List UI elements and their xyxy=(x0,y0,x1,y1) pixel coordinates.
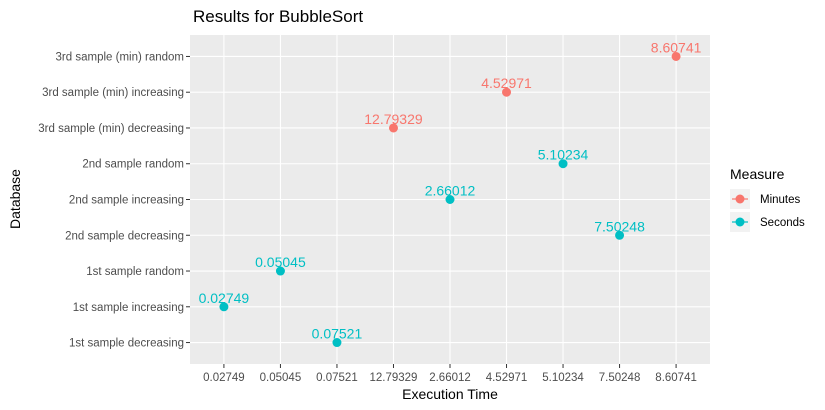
legend-entry-label: Minutes xyxy=(760,194,801,206)
legend-key-point xyxy=(735,194,745,204)
data-point xyxy=(332,338,342,348)
y-tick-label: 2nd sample decreasing xyxy=(65,230,184,242)
y-tick-label: 1st sample decreasing xyxy=(69,338,184,350)
data-points xyxy=(219,51,681,348)
y-tick-label: 2nd sample random xyxy=(82,159,184,171)
legend-title: Measure xyxy=(730,166,785,182)
data-point xyxy=(275,266,285,276)
data-label: 8.60741 xyxy=(651,39,702,55)
x-tick-label: 0.02749 xyxy=(203,372,245,384)
x-axis-ticks: 0.02749 0.05045 0.07521 12.79329 2.66012 4.52… xyxy=(203,364,697,384)
legend: Measure Minutes Seconds xyxy=(730,166,805,232)
x-tick-label: 7.50248 xyxy=(599,372,641,384)
y-tick-label: 2nd sample increasing xyxy=(69,195,184,207)
x-tick-label: 4.52971 xyxy=(486,372,528,384)
x-axis-title: Execution Time xyxy=(402,386,498,402)
data-label: 4.52971 xyxy=(481,75,532,91)
y-tick-label: 3rd sample (min) decreasing xyxy=(38,123,184,135)
data-point xyxy=(615,230,625,240)
y-tick-label: 3rd sample (min) increasing xyxy=(42,87,184,99)
y-axis-ticks: 1st sample decreasing 1st sample increasi… xyxy=(38,51,190,350)
data-label: 7.50248 xyxy=(594,218,645,234)
x-tick-label: 12.79329 xyxy=(369,372,417,384)
data-label: 12.79329 xyxy=(364,111,423,127)
data-label: 5.10234 xyxy=(538,147,589,163)
data-labels: 8.60741 4.52971 12.79329 5.10234 2.66012 7.50… xyxy=(199,39,702,341)
y-tick-label: 1st sample random xyxy=(86,266,184,278)
legend-entry-label: Seconds xyxy=(760,217,805,229)
x-tick-label: 0.05045 xyxy=(260,372,302,384)
x-tick-label: 5.10234 xyxy=(542,372,584,384)
x-tick-label: 8.60741 xyxy=(655,372,697,384)
data-point xyxy=(671,51,681,61)
data-label: 2.66012 xyxy=(425,183,476,199)
data-point xyxy=(219,302,229,312)
data-label: 0.07521 xyxy=(312,326,363,342)
data-label: 0.05045 xyxy=(255,254,306,270)
data-point xyxy=(502,87,512,97)
data-label: 0.02749 xyxy=(199,290,250,306)
y-tick-label: 3rd sample (min) random xyxy=(56,51,184,63)
data-point xyxy=(445,195,455,204)
chart-title: Results for BubbleSort xyxy=(193,7,363,26)
data-point xyxy=(388,123,398,133)
y-axis-title: Database xyxy=(7,169,23,229)
y-tick-label: 1st sample increasing xyxy=(73,302,184,314)
legend-key-point xyxy=(735,217,745,227)
data-point xyxy=(558,159,568,169)
x-tick-label: 2.66012 xyxy=(429,372,471,384)
x-tick-label: 0.07521 xyxy=(316,372,358,384)
